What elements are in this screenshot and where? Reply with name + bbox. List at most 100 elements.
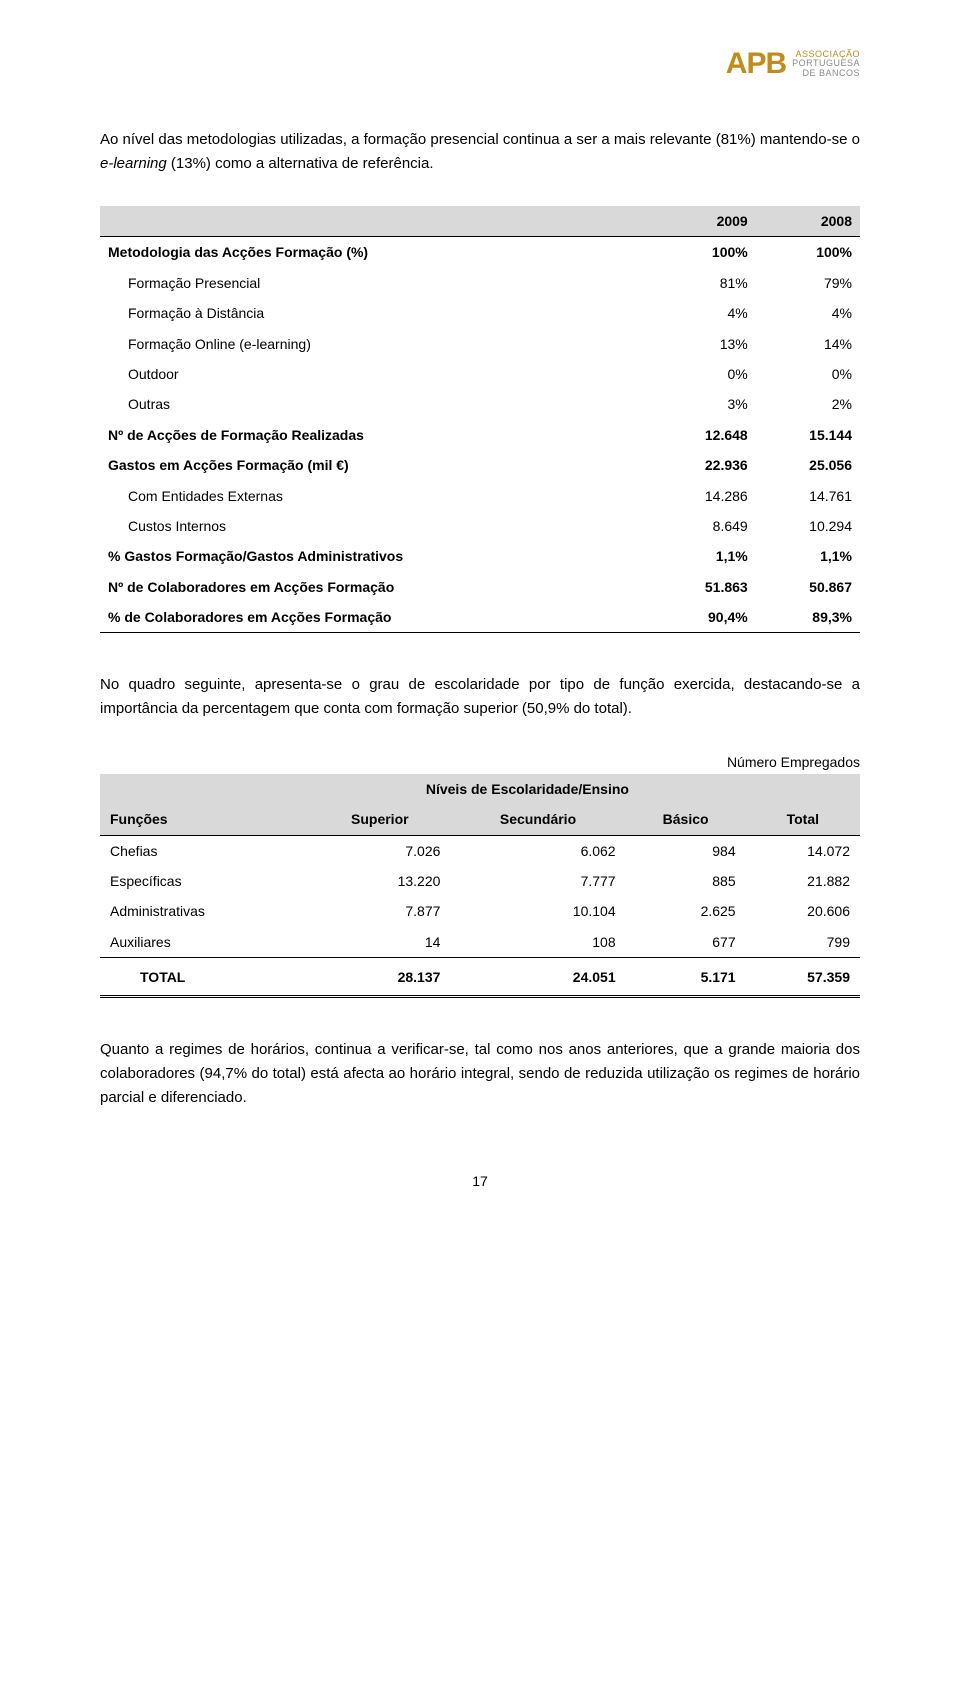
t2-head-secundario: Secundário	[450, 804, 625, 835]
row-value-2008: 50.867	[756, 572, 860, 602]
row-value: 984	[626, 835, 746, 866]
table-row: Metodologia das Acções Formação (%)100%1…	[100, 237, 860, 268]
table2-caption: Número Empregados	[100, 751, 860, 773]
row-label: % Gastos Formação/Gastos Administrativos	[100, 541, 651, 571]
table-row: Nº de Colaboradores em Acções Formação51…	[100, 572, 860, 602]
logo: APB ASSOCIAÇÃO PORTUGUESA DE BANCOS	[726, 40, 860, 88]
row-value-2008: 25.056	[756, 450, 860, 480]
row-value-2008: 4%	[756, 298, 860, 328]
row-value: 2.625	[626, 896, 746, 926]
row-value-2009: 51.863	[651, 572, 755, 602]
t1-head-2008: 2008	[756, 206, 860, 237]
row-value-2008: 79%	[756, 268, 860, 298]
row-value-2009: 8.649	[651, 511, 755, 541]
row-label: Outdoor	[100, 359, 651, 389]
table-row: Nº de Acções de Formação Realizadas12.64…	[100, 420, 860, 450]
row-value-2009: 1,1%	[651, 541, 755, 571]
row-value-2008: 89,3%	[756, 602, 860, 633]
row-value-2009: 0%	[651, 359, 755, 389]
row-value: 21.882	[746, 866, 860, 896]
para1-em: e-learning	[100, 155, 167, 172]
row-value-2008: 10.294	[756, 511, 860, 541]
row-value-2009: 81%	[651, 268, 755, 298]
t1-head-blank	[100, 206, 651, 237]
table-row: Outdoor0%0%	[100, 359, 860, 389]
row-value: 13.220	[309, 866, 450, 896]
t2-head-total: Total	[746, 804, 860, 835]
table-row: Formação Online (e-learning)13%14%	[100, 329, 860, 359]
total-label: TOTAL	[100, 958, 309, 996]
t2-head-basico: Básico	[626, 804, 746, 835]
row-value-2008: 100%	[756, 237, 860, 268]
row-label: Com Entidades Externas	[100, 481, 651, 511]
row-value: 799	[746, 927, 860, 958]
row-value-2009: 100%	[651, 237, 755, 268]
page-number: 17	[100, 1170, 860, 1192]
t2-superhead-blank	[100, 774, 309, 804]
row-value-2009: 3%	[651, 389, 755, 419]
row-label: Custos Internos	[100, 511, 651, 541]
row-label: Nº de Acções de Formação Realizadas	[100, 420, 651, 450]
table-row: % Gastos Formação/Gastos Administrativos…	[100, 541, 860, 571]
row-value-2008: 14%	[756, 329, 860, 359]
total-value: 24.051	[450, 958, 625, 996]
row-value: 677	[626, 927, 746, 958]
table-row: Formação Presencial81%79%	[100, 268, 860, 298]
row-value-2008: 1,1%	[756, 541, 860, 571]
row-value: 14	[309, 927, 450, 958]
row-label: Formação Presencial	[100, 268, 651, 298]
row-value: 10.104	[450, 896, 625, 926]
t1-head-2009: 2009	[651, 206, 755, 237]
row-label: % de Colaboradores em Acções Formação	[100, 602, 651, 633]
table-row: Chefias7.0266.06298414.072	[100, 835, 860, 866]
table-row: Com Entidades Externas14.28614.761	[100, 481, 860, 511]
table-education: Níveis de Escolaridade/Ensino Funções Su…	[100, 774, 860, 998]
row-label: Específicas	[100, 866, 309, 896]
paragraph-3: Quanto a regimes de horários, continua a…	[100, 1038, 860, 1110]
table-row: Auxiliares14108677799	[100, 927, 860, 958]
t2-head-funcoes: Funções	[100, 804, 309, 835]
row-value-2009: 12.648	[651, 420, 755, 450]
row-value: 20.606	[746, 896, 860, 926]
logo-line3: DE BANCOS	[792, 69, 860, 78]
header-logo: APB ASSOCIAÇÃO PORTUGUESA DE BANCOS	[100, 40, 860, 88]
row-label: Auxiliares	[100, 927, 309, 958]
paragraph-2: No quadro seguinte, apresenta-se o grau …	[100, 673, 860, 721]
row-value: 6.062	[450, 835, 625, 866]
row-value: 885	[626, 866, 746, 896]
row-value: 14.072	[746, 835, 860, 866]
total-value: 57.359	[746, 958, 860, 996]
total-row: TOTAL28.13724.0515.17157.359	[100, 958, 860, 996]
row-label: Formação Online (e-learning)	[100, 329, 651, 359]
table-row: Gastos em Acções Formação (mil €)22.9362…	[100, 450, 860, 480]
row-value-2009: 4%	[651, 298, 755, 328]
paragraph-1: Ao nível das metodologias utilizadas, a …	[100, 128, 860, 176]
table-row: Administrativas7.87710.1042.62520.606	[100, 896, 860, 926]
total-value: 28.137	[309, 958, 450, 996]
para1-pre: Ao nível das metodologias utilizadas, a …	[100, 131, 860, 148]
row-value: 7.026	[309, 835, 450, 866]
row-value-2009: 14.286	[651, 481, 755, 511]
row-label: Nº de Colaboradores em Acções Formação	[100, 572, 651, 602]
row-value: 108	[450, 927, 625, 958]
row-label: Outras	[100, 389, 651, 419]
row-value: 7.877	[309, 896, 450, 926]
row-value-2009: 13%	[651, 329, 755, 359]
row-label: Administrativas	[100, 896, 309, 926]
row-value-2008: 15.144	[756, 420, 860, 450]
table-row: % de Colaboradores em Acções Formação90,…	[100, 602, 860, 633]
row-value-2008: 14.761	[756, 481, 860, 511]
row-value: 7.777	[450, 866, 625, 896]
logo-text: ASSOCIAÇÃO PORTUGUESA DE BANCOS	[792, 50, 860, 78]
row-value-2008: 0%	[756, 359, 860, 389]
table-methodology: 2009 2008 Metodologia das Acções Formaçã…	[100, 206, 860, 633]
table-row: Custos Internos8.64910.294	[100, 511, 860, 541]
row-label: Metodologia das Acções Formação (%)	[100, 237, 651, 268]
row-label: Chefias	[100, 835, 309, 866]
row-value-2009: 22.936	[651, 450, 755, 480]
table-row: Formação à Distância4%4%	[100, 298, 860, 328]
row-label: Formação à Distância	[100, 298, 651, 328]
table-row: Específicas13.2207.77788521.882	[100, 866, 860, 896]
t2-head-superior: Superior	[309, 804, 450, 835]
t2-superhead: Níveis de Escolaridade/Ensino	[309, 774, 745, 804]
